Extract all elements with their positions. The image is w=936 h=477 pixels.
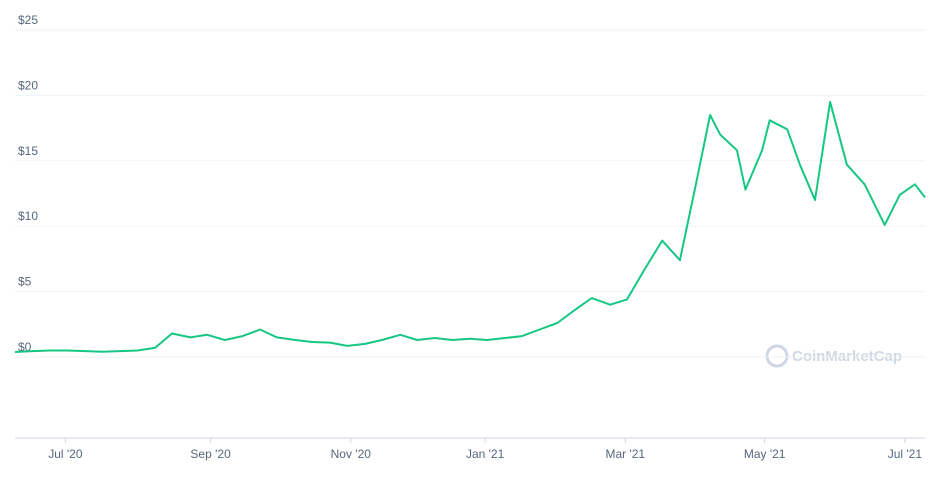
y-tick-label: $25 (18, 13, 38, 27)
y-tick-label: $10 (18, 209, 38, 223)
x-tick-label: May '21 (744, 447, 786, 461)
x-tick-label: Jul '20 (48, 447, 83, 461)
x-tick-label: Jan '21 (466, 447, 505, 461)
x-tick-label: Mar '21 (605, 447, 645, 461)
price-line (14, 100, 926, 353)
y-tick-label: $20 (18, 78, 38, 92)
watermark-logo (765, 344, 789, 368)
x-tick-label: Nov '20 (331, 447, 372, 461)
y-tick-label: $15 (18, 144, 38, 158)
x-tick-label: Jul '21 (888, 447, 923, 461)
y-tick-label: $5 (18, 275, 32, 289)
x-tick-label: Sep '20 (190, 447, 231, 461)
